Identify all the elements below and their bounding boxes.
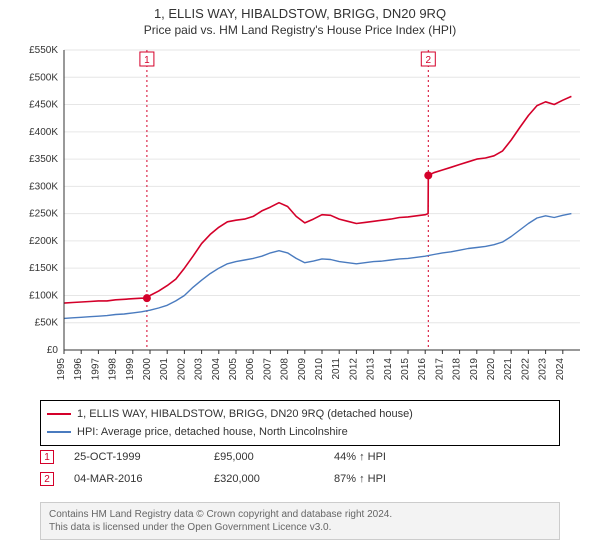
attribution-line-2: This data is licensed under the Open Gov… <box>49 521 551 534</box>
svg-text:2019: 2019 <box>469 358 480 381</box>
svg-text:2003: 2003 <box>194 358 205 381</box>
svg-text:2022: 2022 <box>520 358 531 381</box>
svg-text:2013: 2013 <box>366 358 377 381</box>
legend-label: HPI: Average price, detached house, Nort… <box>77 426 348 438</box>
svg-text:2002: 2002 <box>176 358 187 381</box>
sale-row: 2 04-MAR-2016 £320,000 87% ↑ HPI <box>40 468 560 490</box>
sale-date: 04-MAR-2016 <box>74 473 194 485</box>
svg-text:2017: 2017 <box>434 358 445 381</box>
svg-text:1997: 1997 <box>90 358 101 381</box>
svg-text:2004: 2004 <box>211 358 222 381</box>
svg-text:1995: 1995 <box>56 358 67 381</box>
legend-swatch <box>47 431 71 433</box>
svg-text:£0: £0 <box>47 345 59 356</box>
svg-text:1: 1 <box>144 55 150 66</box>
svg-text:2000: 2000 <box>142 358 153 381</box>
svg-text:2020: 2020 <box>486 358 497 381</box>
attribution-line-1: Contains HM Land Registry data © Crown c… <box>49 508 551 521</box>
svg-text:2005: 2005 <box>228 358 239 381</box>
svg-text:2012: 2012 <box>348 358 359 381</box>
svg-text:£350K: £350K <box>29 154 58 165</box>
chart-title: 1, ELLIS WAY, HIBALDSTOW, BRIGG, DN20 9R… <box>0 0 600 21</box>
svg-text:2009: 2009 <box>297 358 308 381</box>
svg-text:2014: 2014 <box>383 358 394 381</box>
legend-label: 1, ELLIS WAY, HIBALDSTOW, BRIGG, DN20 9R… <box>77 408 413 420</box>
svg-text:2024: 2024 <box>555 358 566 381</box>
sale-badge: 2 <box>40 472 54 486</box>
price-chart: £0 £50K £100K £150K £200K £250K £300K £350K £400… <box>10 44 590 394</box>
sales-table: 1 25-OCT-1999 £95,000 44% ↑ HPI 2 04-MAR-2016… <box>40 446 560 490</box>
svg-text:2008: 2008 <box>280 358 291 381</box>
svg-text:2023: 2023 <box>538 358 549 381</box>
svg-text:£400K: £400K <box>29 127 58 138</box>
svg-text:1996: 1996 <box>73 358 84 381</box>
svg-text:£50K: £50K <box>35 318 59 329</box>
svg-text:2018: 2018 <box>452 358 463 381</box>
svg-text:2016: 2016 <box>417 358 428 381</box>
svg-text:2001: 2001 <box>159 358 170 381</box>
svg-text:1999: 1999 <box>125 358 136 381</box>
svg-text:2011: 2011 <box>331 358 342 380</box>
svg-text:£100K: £100K <box>29 290 58 301</box>
legend-item: HPI: Average price, detached house, Nort… <box>47 423 553 441</box>
svg-text:2: 2 <box>426 55 432 66</box>
svg-text:£300K: £300K <box>29 181 58 192</box>
sale-price: £320,000 <box>214 473 314 485</box>
svg-text:£150K: £150K <box>29 263 58 274</box>
svg-text:2010: 2010 <box>314 358 325 381</box>
sale-delta: 87% ↑ HPI <box>334 473 454 485</box>
svg-text:£550K: £550K <box>29 45 58 56</box>
sale-badge: 1 <box>40 450 54 464</box>
chart-subtitle: Price paid vs. HM Land Registry's House … <box>0 21 600 37</box>
sale-row: 1 25-OCT-1999 £95,000 44% ↑ HPI <box>40 446 560 468</box>
legend: 1, ELLIS WAY, HIBALDSTOW, BRIGG, DN20 9R… <box>40 400 560 446</box>
sale-date: 25-OCT-1999 <box>74 451 194 463</box>
svg-text:£200K: £200K <box>29 236 58 247</box>
data-attribution: Contains HM Land Registry data © Crown c… <box>40 502 560 540</box>
legend-item: 1, ELLIS WAY, HIBALDSTOW, BRIGG, DN20 9R… <box>47 405 553 423</box>
svg-text:£450K: £450K <box>29 100 58 111</box>
svg-text:2007: 2007 <box>262 358 273 381</box>
svg-text:£250K: £250K <box>29 209 58 220</box>
svg-text:2021: 2021 <box>503 358 514 381</box>
svg-text:1998: 1998 <box>108 358 119 381</box>
svg-text:2015: 2015 <box>400 358 411 381</box>
legend-swatch <box>47 413 71 415</box>
sale-price: £95,000 <box>214 451 314 463</box>
sale-delta: 44% ↑ HPI <box>334 451 454 463</box>
svg-text:£500K: £500K <box>29 72 58 83</box>
svg-text:2006: 2006 <box>245 358 256 381</box>
chart-area: £0 £50K £100K £150K £200K £250K £300K £350K £400… <box>10 44 590 394</box>
